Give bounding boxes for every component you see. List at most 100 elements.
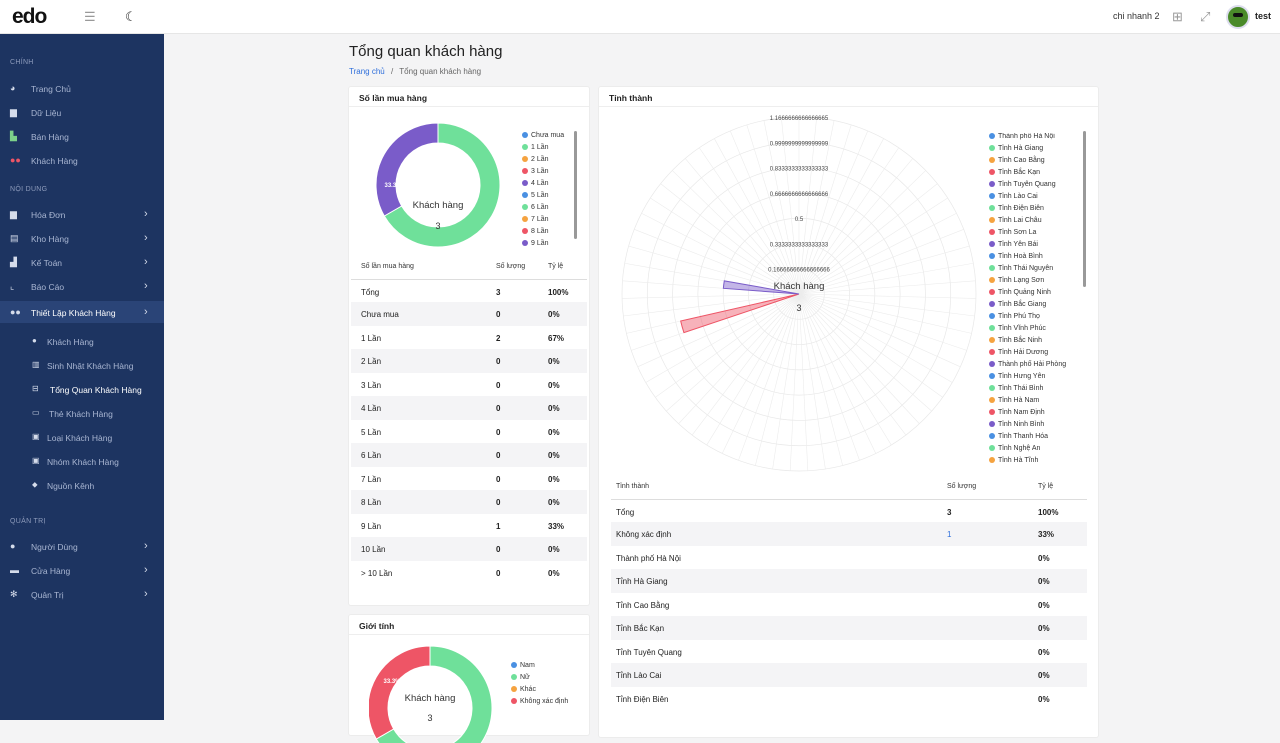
legend-item[interactable]: Tỉnh Hà Tĩnh xyxy=(989,457,1066,469)
legend-item[interactable]: Tỉnh Hoà Bình xyxy=(989,253,1066,265)
legend-item[interactable]: Tỉnh Lạng Sơn xyxy=(989,277,1066,289)
table-cell: 0% xyxy=(1038,553,1050,563)
menu-toggle-icon[interactable]: ☰ xyxy=(84,9,96,24)
donut-slice[interactable] xyxy=(375,122,439,217)
legend-item[interactable]: Thành phố Hải Phòng xyxy=(989,361,1066,373)
legend-swatch xyxy=(511,698,517,704)
fullscreen-icon[interactable]: ⤢ xyxy=(1200,9,1211,24)
legend-item[interactable]: Tỉnh Quảng Ninh xyxy=(989,289,1066,301)
legend-item[interactable]: Tỉnh Vĩnh Phúc xyxy=(989,325,1066,337)
legend-item[interactable]: Tỉnh Yên Bái xyxy=(989,241,1066,253)
legend-item[interactable]: Tỉnh Hà Nam xyxy=(989,397,1066,409)
legend-item[interactable]: 2 Lần xyxy=(522,156,564,168)
legend-item[interactable]: Tỉnh Phú Thọ xyxy=(989,313,1066,325)
legend-item[interactable]: Tỉnh Thái Bình xyxy=(989,385,1066,397)
legend-swatch xyxy=(989,229,995,235)
polar-grid-line xyxy=(660,183,800,295)
legend-item[interactable]: Tỉnh Sơn La xyxy=(989,229,1066,241)
sidebar-item-customer-settings[interactable]: ●● Thiết Lập Khách Hàng › xyxy=(0,301,164,323)
donut-slice[interactable] xyxy=(375,645,493,743)
chevron-down-icon: › xyxy=(144,306,148,318)
legend-swatch xyxy=(522,228,528,234)
legend-item[interactable]: Tỉnh Lai Châu xyxy=(989,217,1066,229)
legend-item[interactable]: Tỉnh Lào Cai xyxy=(989,193,1066,205)
legend-item[interactable]: Tỉnh Cao Bằng xyxy=(989,157,1066,169)
legend-item[interactable]: Nữ xyxy=(511,674,568,686)
table-row: 1 Lần 2 67% xyxy=(351,326,587,350)
legend-item[interactable]: Tỉnh Hải Dương xyxy=(989,349,1066,361)
legend-item[interactable]: Tỉnh Nghệ An xyxy=(989,445,1066,457)
legend-item[interactable]: Tỉnh Hưng Yên xyxy=(989,373,1066,385)
legend-item[interactable]: Tỉnh Nam Định xyxy=(989,409,1066,421)
sidebar-item-customers[interactable]: ●● Khách Hàng xyxy=(10,155,78,166)
sidebar-item-store[interactable]: ▬ Cửa Hàng › xyxy=(10,564,148,576)
polar-grid-line xyxy=(798,293,877,454)
user-name[interactable]: test xyxy=(1255,11,1272,21)
polar-grid-line xyxy=(798,170,926,295)
legend-swatch xyxy=(522,204,528,210)
legend-item[interactable]: Tỉnh Thái Nguyên xyxy=(989,265,1066,277)
legend-item[interactable]: Tỉnh Bắc Ninh xyxy=(989,337,1066,349)
polar-slice[interactable] xyxy=(680,293,800,334)
table-cell: 1 xyxy=(496,521,501,531)
donut-slice[interactable] xyxy=(383,122,501,248)
province-legend-scrollbar[interactable] xyxy=(1083,131,1086,287)
table-row: 4 Lần 0 0% xyxy=(351,396,587,420)
polar-slice[interactable] xyxy=(722,280,800,295)
purchases-legend-scrollbar[interactable] xyxy=(574,131,577,239)
branch-selector[interactable]: chi nhanh 2 xyxy=(1113,11,1160,21)
sidebar-item-accounting[interactable]: ▟ Kế Toán › xyxy=(10,256,148,268)
avatar[interactable] xyxy=(1226,5,1250,29)
table-cell: 33% xyxy=(548,521,565,531)
gender-card-title: Giới tính xyxy=(349,615,589,635)
legend-item[interactable]: 1 Lần xyxy=(522,144,564,156)
legend-item[interactable]: 3 Lần xyxy=(522,168,564,180)
legend-item[interactable]: Không xác định xyxy=(511,698,568,710)
legend-item[interactable]: Nam xyxy=(511,662,568,674)
legend-item[interactable]: Tỉnh Thanh Hóa xyxy=(989,433,1066,445)
legend-item[interactable]: Tỉnh Tuyên Quang xyxy=(989,181,1066,193)
legend-item[interactable]: 6 Lần xyxy=(522,204,564,216)
language-icon[interactable]: ⊞ xyxy=(1172,9,1183,24)
polar-grid-line xyxy=(634,229,800,295)
legend-item[interactable]: Chưa mua xyxy=(522,132,564,144)
chevron-right-icon: › xyxy=(144,588,148,600)
table-cell: 0 xyxy=(496,474,501,484)
polar-grid-line xyxy=(781,117,800,295)
polar-grid-line xyxy=(798,293,972,334)
legend-swatch xyxy=(989,457,995,463)
sidebar-item-warehouse[interactable]: ▤ Kho Hàng › xyxy=(10,232,148,244)
sidebar-item-admin[interactable]: ✻ Quản Trị › xyxy=(10,588,148,600)
legend-item[interactable]: Tỉnh Điện Biên xyxy=(989,205,1066,217)
sidebar-item-invoice[interactable]: ▆ Hóa Đơn › xyxy=(10,208,148,220)
legend-swatch xyxy=(989,421,995,427)
legend-item[interactable]: 5 Lần xyxy=(522,192,564,204)
legend-item[interactable]: 9 Lần xyxy=(522,240,564,252)
legend-item[interactable]: Tỉnh Hà Giang xyxy=(989,145,1066,157)
legend-label: Tỉnh Bắc Kạn xyxy=(998,169,1041,176)
table-cell: 0% xyxy=(548,380,560,390)
legend-item[interactable]: Tỉnh Bắc Giang xyxy=(989,301,1066,313)
legend-item[interactable]: 8 Lần xyxy=(522,228,564,240)
legend-item[interactable]: Thành phố Hà Nội xyxy=(989,133,1066,145)
legend-item[interactable]: Tỉnh Bắc Kạn xyxy=(989,169,1066,181)
sidebar-item-sales[interactable]: ▙ Bán Hàng xyxy=(10,131,69,142)
legend-item[interactable]: 4 Lần xyxy=(522,180,564,192)
donut-slice[interactable] xyxy=(369,645,431,740)
legend-swatch xyxy=(989,433,995,439)
legend-item[interactable]: Khác xyxy=(511,686,568,698)
polar-grid-line xyxy=(798,293,967,351)
app-logo[interactable]: edo xyxy=(12,5,47,28)
polar-grid-line xyxy=(798,124,852,295)
sidebar-item-home[interactable]: ◕ Trang Chủ xyxy=(10,83,71,94)
breadcrumb-home-link[interactable]: Trang chủ xyxy=(349,67,385,76)
sidebar-item-report[interactable]: ⌞ Báo Cáo › xyxy=(10,280,148,292)
legend-item[interactable]: Tỉnh Ninh Bình xyxy=(989,421,1066,433)
legend-label: 1 Lần xyxy=(531,144,549,151)
dark-mode-icon[interactable]: ☾ xyxy=(125,9,137,24)
sidebar-item-data[interactable]: ▆ Dữ Liệu xyxy=(10,107,62,118)
legend-label: Tỉnh Cao Bằng xyxy=(998,157,1045,164)
purchases-slice-label: 33.3% xyxy=(384,183,402,189)
legend-item[interactable]: 7 Lần xyxy=(522,216,564,228)
sidebar-item-users[interactable]: ● Người Dùng › xyxy=(10,540,148,552)
